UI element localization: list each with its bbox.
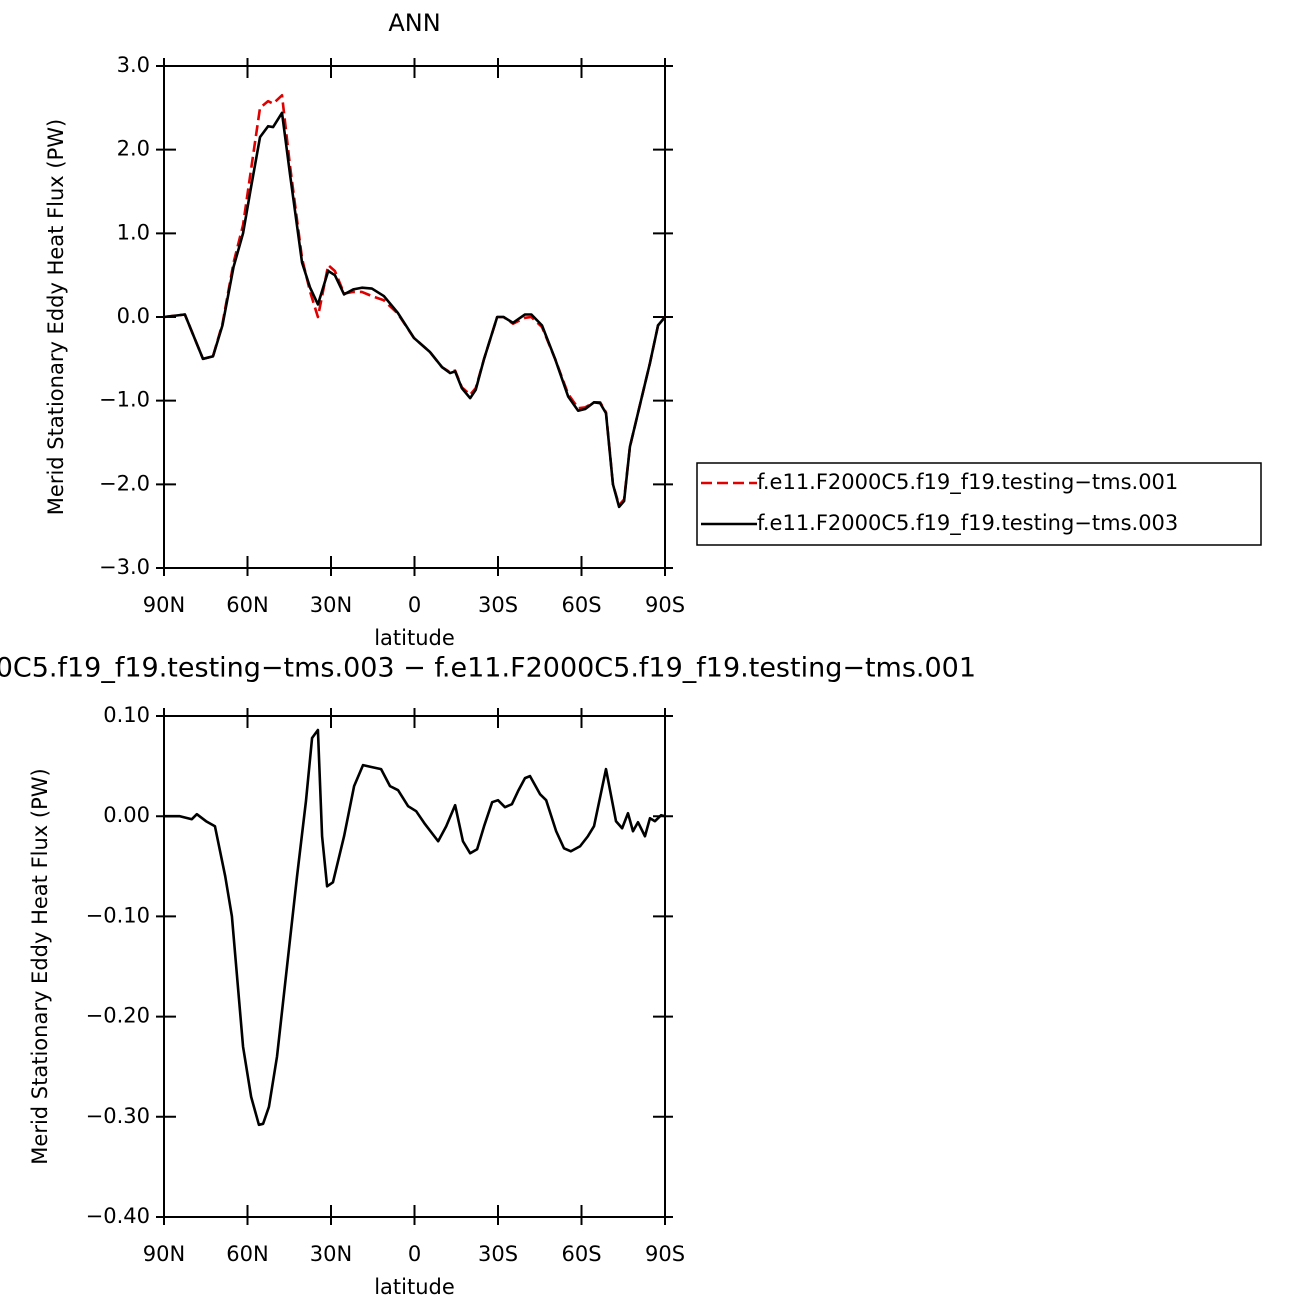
x-tick-label: 90N	[143, 1242, 185, 1266]
legend-label: f.e11.F2000C5.f19_f19.testing−tms.001	[757, 470, 1178, 495]
x-tick-label: 60N	[226, 593, 268, 617]
y-axis-label: Merid Stationary Eddy Heat Flux (PW)	[44, 119, 68, 515]
y-tick-label: 0.00	[103, 803, 150, 827]
y-tick-label: −3.0	[99, 555, 150, 579]
y-tick-label: 1.0	[117, 220, 150, 244]
y-tick-label: −0.20	[86, 1004, 150, 1028]
data-line	[163, 93, 666, 507]
y-tick-label: −2.0	[99, 471, 150, 495]
chart-title: f.e11.F2000C5.f19_f19.testing−tms.003 − …	[0, 653, 976, 684]
plot-frame	[163, 715, 666, 1218]
x-axis-label: latitude	[374, 626, 455, 650]
plot-frame	[163, 65, 666, 569]
x-tick-label: 0	[408, 1242, 421, 1266]
y-tick-label: 0.10	[103, 703, 150, 727]
y-tick-label: −0.30	[86, 1104, 150, 1128]
y-axis-label: Merid Stationary Eddy Heat Flux (PW)	[28, 768, 52, 1164]
x-axis-label: latitude	[374, 1275, 455, 1299]
y-tick-label: −0.40	[86, 1204, 150, 1228]
y-tick-label: −1.0	[99, 388, 150, 412]
x-tick-label: 30N	[310, 1242, 352, 1266]
x-tick-label: 90N	[143, 593, 185, 617]
x-tick-label: 90S	[645, 593, 685, 617]
y-tick-label: −0.10	[86, 903, 150, 927]
data-line	[164, 728, 666, 1127]
legend-label: f.e11.F2000C5.f19_f19.testing−tms.003	[757, 511, 1178, 536]
chart-title: ANN	[388, 9, 440, 37]
y-tick-label: 3.0	[117, 53, 150, 77]
legend-box	[696, 462, 1262, 546]
x-tick-label: 30S	[478, 1242, 518, 1266]
x-tick-label: 0	[408, 593, 421, 617]
y-tick-label: 2.0	[117, 137, 150, 161]
x-tick-label: 30S	[478, 593, 518, 617]
y-tick-label: 0.0	[117, 304, 150, 328]
x-tick-label: 60N	[226, 1242, 268, 1266]
x-tick-label: 60S	[561, 593, 601, 617]
x-tick-label: 60S	[561, 1242, 601, 1266]
x-tick-label: 30N	[310, 593, 352, 617]
x-tick-label: 90S	[645, 1242, 685, 1266]
data-line	[163, 111, 666, 509]
